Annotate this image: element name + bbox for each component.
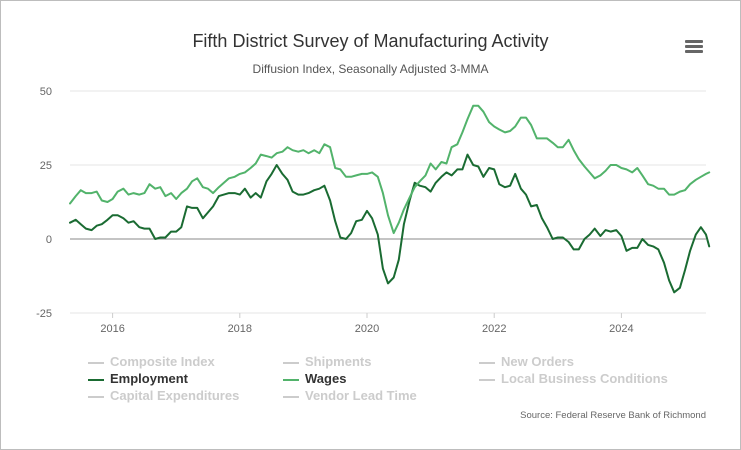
legend-swatch: [283, 361, 299, 364]
series-line-wages: [69, 104, 711, 235]
legend-swatch: [283, 378, 299, 381]
hamburger-menu-icon[interactable]: [685, 40, 703, 54]
x-tick-label: 2024: [609, 323, 633, 335]
legend-label: Composite Index: [110, 354, 215, 369]
legend-swatch: [479, 361, 495, 364]
x-tick-label: 2018: [228, 323, 252, 335]
x-tick-label: 2016: [100, 323, 124, 335]
legend-swatch: [88, 378, 104, 381]
legend-item-capital-expenditures[interactable]: Capital Expenditures: [88, 388, 239, 404]
legend-label: Employment: [110, 371, 189, 386]
legend-label: Wages: [305, 371, 347, 386]
source-note: Source: Federal Reserve Bank of Richmond: [520, 410, 706, 421]
legend-item-employment[interactable]: Employment: [88, 371, 188, 387]
menu-bar: [685, 40, 703, 43]
menu-bar: [685, 50, 703, 53]
menu-bar: [685, 45, 703, 48]
series-line-employment: [69, 153, 711, 294]
x-tick-label: 2022: [482, 323, 506, 335]
legend-label: Local Business Conditions: [501, 371, 668, 386]
legend-swatch: [479, 378, 495, 381]
y-tick-label: -25: [36, 308, 52, 320]
legend-item-vendor-lead-time[interactable]: Vendor Lead Time: [283, 388, 417, 404]
x-tick-label: 2020: [355, 323, 379, 335]
chart-title: Fifth District Survey of Manufacturing A…: [192, 31, 549, 51]
legend-label: Shipments: [305, 354, 372, 369]
legend-label: Vendor Lead Time: [305, 388, 417, 403]
legend-item-new-orders[interactable]: New Orders: [479, 354, 574, 370]
legend-swatch: [283, 395, 299, 398]
legend-label: New Orders: [501, 354, 574, 369]
y-tick-label: 0: [46, 234, 52, 246]
legend-item-wages[interactable]: Wages: [283, 371, 346, 387]
legend-label: Capital Expenditures: [110, 388, 240, 403]
chart-subtitle: Diffusion Index, Seasonally Adjusted 3-M…: [252, 62, 489, 76]
legend-item-shipments[interactable]: Shipments: [283, 354, 371, 370]
y-tick-label: 25: [40, 160, 52, 172]
legend-item-composite-index[interactable]: Composite Index: [88, 354, 215, 370]
legend-swatch: [88, 361, 104, 364]
y-tick-label: 50: [40, 86, 52, 98]
legend-swatch: [88, 395, 104, 398]
legend-item-local-business-conditions[interactable]: Local Business Conditions: [479, 371, 668, 387]
